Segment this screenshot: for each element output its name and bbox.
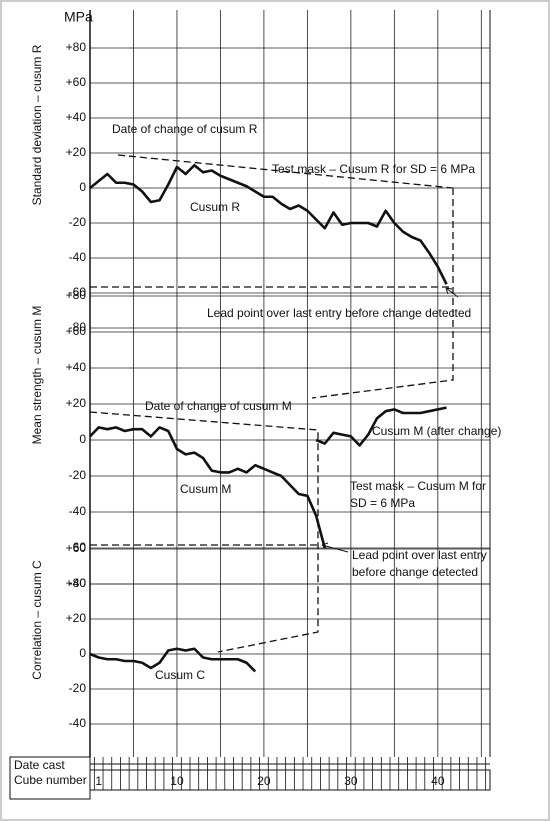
annotation: Date of change of cusum M: [145, 399, 292, 413]
row-label: Cube number: [14, 773, 87, 787]
y-tick-label: +60: [66, 541, 87, 555]
unit-label: MPa: [64, 9, 93, 25]
y-axis-label: Correlation – cusum C: [30, 560, 44, 680]
y-tick-label: 0: [79, 180, 86, 194]
annotation: Test mask – Cusum M for: [350, 479, 486, 493]
mask-m: [89, 411, 319, 653]
cube-table: [89, 769, 491, 791]
y-axis-label: Standard deviation – cusum R: [30, 44, 44, 205]
y-tick-label: -40: [69, 250, 87, 264]
series-label: Cusum R: [190, 200, 240, 214]
y-tick-label: 0: [79, 646, 86, 660]
row-label: Date cast: [14, 758, 65, 772]
y-tick-label: -80: [69, 576, 87, 590]
series-line: [315, 406, 447, 447]
annotation: Date of change of cusum R: [112, 122, 258, 136]
x-tick-label: 40: [431, 774, 445, 788]
y-tick-label: +20: [66, 396, 87, 410]
row-label-box: [9, 756, 91, 800]
annotation: Test mask – Cusum R for SD = 6 MPa: [272, 162, 475, 176]
series-label: Cusum M: [180, 482, 231, 496]
x-tick-label: 20: [257, 774, 271, 788]
y-tick-label: -40: [69, 504, 87, 518]
x-tick-label: 10: [170, 774, 184, 788]
y-tick-label: +20: [66, 611, 87, 625]
y-tick-label: +40: [66, 110, 87, 124]
annotation: SD = 6 MPa: [350, 496, 415, 510]
y-tick-label: +80: [66, 288, 87, 302]
y-tick-label: +40: [66, 576, 87, 590]
y-tick-label: +60: [66, 75, 87, 89]
annotation: Lead point over last entry before change…: [207, 306, 471, 320]
x-tick-label: 30: [344, 774, 358, 788]
series-line: [89, 647, 257, 673]
y-tick-label: -80: [69, 320, 87, 334]
y-tick-label: +40: [66, 360, 87, 374]
y-tick-label: -20: [69, 215, 87, 229]
series-line: [89, 426, 327, 549]
annotation: Lead point over last entry: [352, 548, 487, 562]
series-label: Cusum C: [155, 668, 205, 682]
y-tick-label: 0: [79, 432, 86, 446]
mask-r: [90, 154, 454, 399]
y-tick-label: -20: [69, 681, 87, 695]
y-tick-label: -20: [69, 468, 87, 482]
annotation: before change detected: [352, 565, 478, 579]
y-tick-label: +80: [66, 40, 87, 54]
x-tick-label: 1: [95, 774, 102, 788]
y-tick-label: +20: [66, 145, 87, 159]
y-tick-label: -60: [69, 540, 87, 554]
series-line: [89, 163, 448, 285]
y-tick-label: -60: [69, 285, 87, 299]
y-tick-label: -40: [69, 716, 87, 730]
y-tick-label: +60: [66, 324, 87, 338]
series-label: Cusum M (after change): [372, 424, 501, 438]
y-axis-label: Mean strength – cusum M: [30, 306, 44, 445]
